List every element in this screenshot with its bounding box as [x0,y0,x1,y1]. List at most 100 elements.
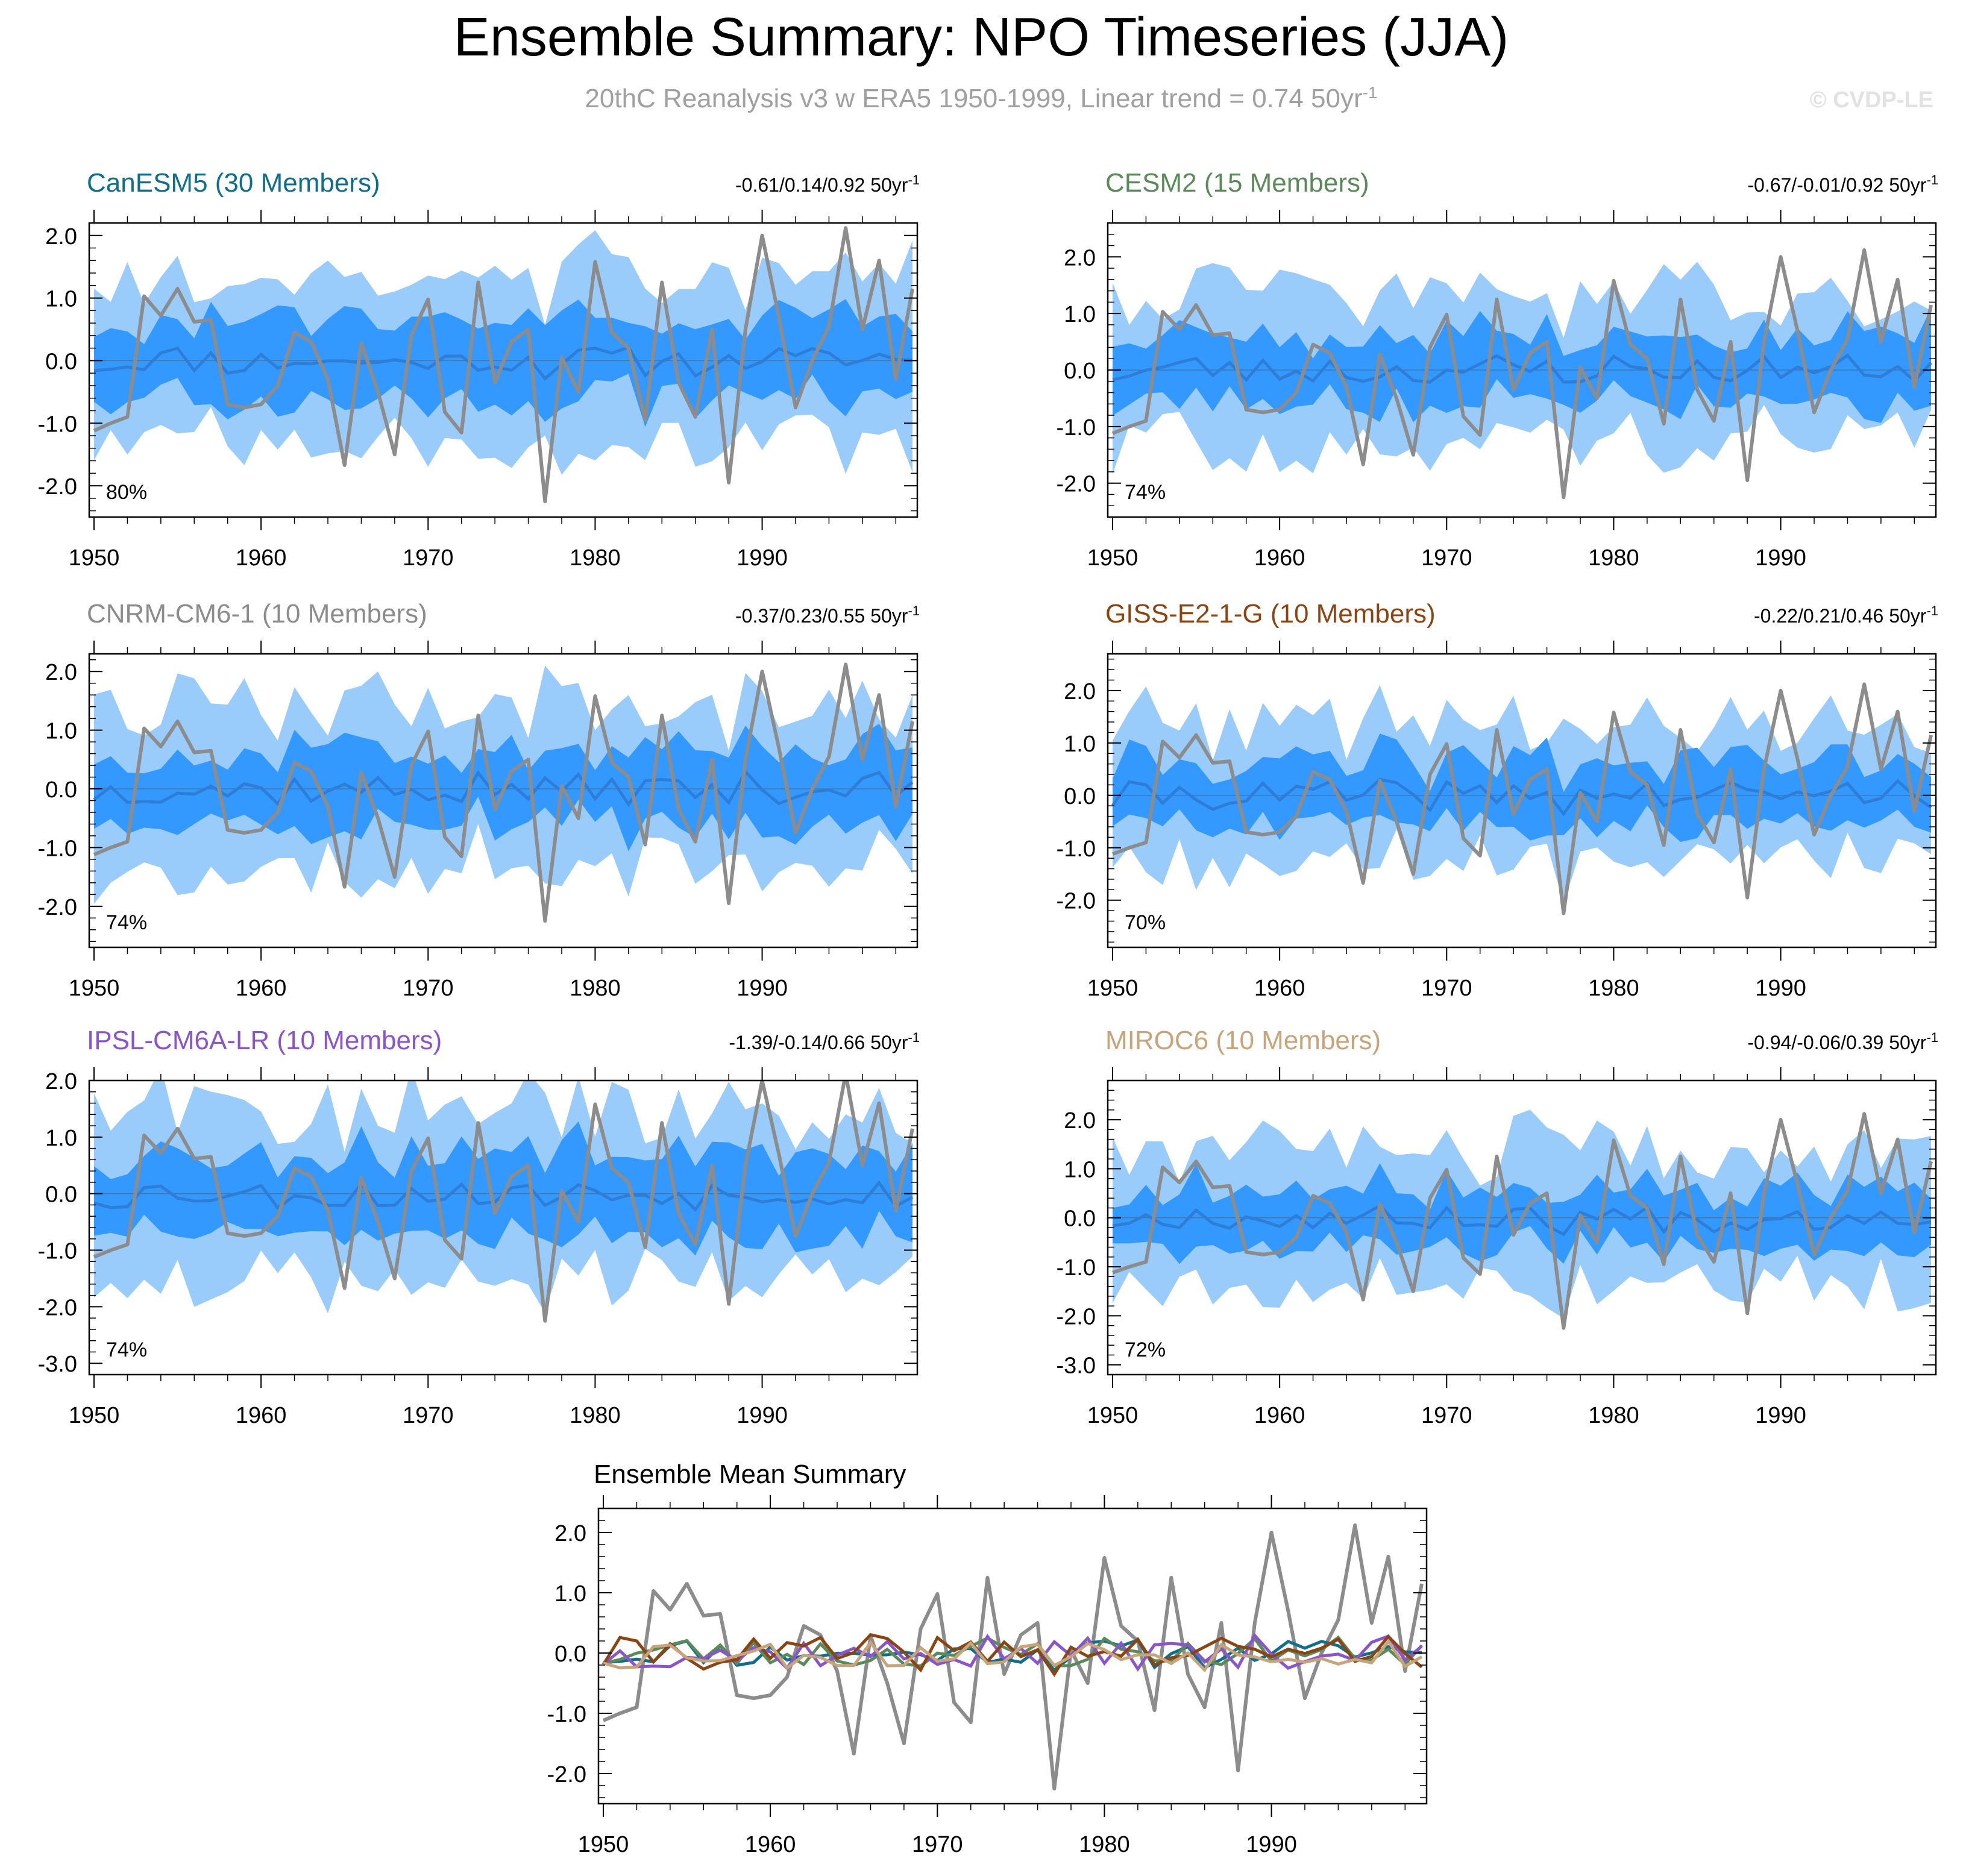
x-tick-label: 1970 [1421,545,1472,571]
plot-frame [597,1507,1428,1805]
y-tick-label: 0.0 [45,777,77,803]
x-tick-label: 1980 [1588,976,1639,1001]
y-tick-label: 2.0 [45,660,77,685]
trend-label: -1.39/-0.14/0.66 50yr-1 [729,1030,920,1054]
x-tick-label: 1990 [1755,976,1806,1001]
x-tick-label: 1990 [737,976,788,1001]
x-tick-label: 1990 [737,1403,788,1428]
trend-label: -0.67/-0.01/0.92 50yr-1 [1747,172,1938,196]
observation-line [1111,682,1933,915]
x-tick-label: 1960 [1254,1403,1305,1428]
y-tick-label: -1.0 [38,836,77,861]
y-tick-label: -2.0 [1057,1304,1096,1329]
y-tick-label: 1.0 [1064,302,1096,327]
band-25-75 [94,1122,912,1256]
trend-label: -0.94/-0.06/0.39 50yr-1 [1747,1030,1938,1054]
y-tick-label: -1.0 [1057,415,1096,441]
y-tick-label: 0.0 [1064,1206,1096,1232]
panel-6: -2.0 -1.0 0.0 1.0 2.0 1950 1960 1970 1980 1990 Ens… [547,1460,1428,1857]
y-tick-label: -3.0 [38,1352,77,1377]
panel-2: -2.0 -1.0 0.0 1.0 2.0 1950 1960 1970 1980 1990 CNR… [38,599,920,1001]
panel-1: -2.0 -1.0 0.0 1.0 2.0 1950 1960 1970 1980 1990 CES… [1057,168,1938,571]
x-tick-label: 1980 [1588,1403,1639,1428]
y-tick-label: 0.0 [45,1182,77,1208]
percent-label: 70% [1125,911,1166,934]
panels: -2.0 -1.0 0.0 1.0 2.0 1950 1960 1970 1980 1990 Can… [38,168,1938,1857]
observation-line [1111,248,1933,500]
trend-sup: -1 [908,1030,920,1045]
x-tick-label: 1990 [737,545,788,571]
x-tick-label: 1970 [403,976,454,1001]
y-tick-label: 2.0 [1064,245,1096,271]
x-tick-label: 1990 [1755,1403,1806,1428]
y-tick-label: 1.0 [45,719,77,744]
observation-line [93,662,914,923]
x-tick-label: 1990 [1246,1832,1297,1857]
panel-4: -3.0 -2.0 -1.0 0.0 1.0 2.0 1950 1960 1970 1980 199… [38,1026,920,1428]
y-tick-label: -2.0 [38,1295,77,1320]
y-tick-label: 2.0 [1064,679,1096,704]
y-tick-label: -2.0 [1057,472,1096,497]
x-tick-label: 1980 [570,1403,621,1428]
subtitle-main: 20thC Reanalysis v3 w ERA5 1950-1999, Li… [585,84,1362,113]
panel-title: CanESM5 (30 Members) [87,168,380,198]
x-tick-label: 1960 [1254,545,1305,571]
y-tick-label: 1.0 [45,1126,77,1151]
panel-title: IPSL-CM6A-LR (10 Members) [87,1026,442,1055]
plot-frame [1107,653,1937,949]
trend-value: -0.67/-0.01/0.92 50yr [1747,174,1926,196]
band-25-75 [1113,308,1931,423]
panel-3: -2.0 -1.0 0.0 1.0 2.0 1950 1960 1970 1980 1990 GIS… [1057,599,1938,1001]
subtitle-sup: -1 [1363,83,1378,102]
y-tick-label: -2.0 [38,474,77,500]
panel-title: Ensemble Mean Summary [594,1460,906,1489]
y-tick-label: -1.0 [1057,1255,1096,1281]
summary-series-4 [603,1639,1423,1673]
plot-frame [88,222,919,518]
x-tick-label: 1950 [69,1403,120,1428]
y-tick-label: 1.0 [45,287,77,312]
x-tick-label: 1990 [1755,545,1806,571]
y-tick-label: -1.0 [38,1239,77,1264]
y-tick-label: 2.0 [45,1069,77,1094]
percent-label: 74% [106,911,147,934]
observation-line [602,1523,1424,1790]
x-tick-label: 1970 [403,1403,454,1428]
x-tick-label: 1970 [403,545,454,571]
x-tick-label: 1960 [236,1403,287,1428]
percent-label: 80% [106,481,147,504]
y-tick-label: 2.0 [45,224,77,249]
trend-sup: -1 [1926,1030,1938,1045]
trend-sup: -1 [1926,603,1938,618]
plot-area [1108,1109,1936,1330]
x-tick-label: 1950 [69,976,120,1001]
trend-value: -0.61/0.14/0.92 50yr [735,174,908,196]
x-tick-label: 1950 [69,545,120,571]
trend-label: -0.22/0.21/0.46 50yr-1 [1754,603,1938,627]
x-tick-label: 1980 [570,545,621,571]
panel-title: CESM2 (15 Members) [1105,168,1369,198]
trend-sup: -1 [1926,172,1938,187]
x-tick-label: 1950 [1087,976,1139,1001]
y-tick-label: -2.0 [547,1762,586,1787]
panel-title: GISS-E2-1-G (10 Members) [1105,599,1436,629]
band-25-75 [1113,733,1931,842]
trend-label: -0.37/0.23/0.55 50yr-1 [735,603,920,627]
plot-area [601,1523,1424,1790]
percent-label: 74% [1125,481,1166,504]
trend-value: -0.37/0.23/0.55 50yr [735,605,908,627]
x-tick-label: 1950 [578,1832,629,1857]
plot-area [89,662,917,923]
y-tick-label: 1.0 [1064,732,1096,757]
percent-label: 74% [106,1338,147,1361]
x-tick-label: 1970 [1421,1403,1472,1428]
panel-title: MIROC6 (10 Members) [1105,1026,1381,1055]
x-tick-label: 1950 [1087,545,1139,571]
x-tick-label: 1960 [236,545,287,571]
y-tick-label: 1.0 [554,1581,586,1607]
x-tick-label: 1970 [912,1832,963,1857]
observation-line [1112,1112,1933,1330]
trend-value: -0.94/-0.06/0.39 50yr [1747,1032,1926,1053]
y-tick-label: 2.0 [554,1521,586,1546]
y-tick-label: -3.0 [1057,1354,1096,1379]
